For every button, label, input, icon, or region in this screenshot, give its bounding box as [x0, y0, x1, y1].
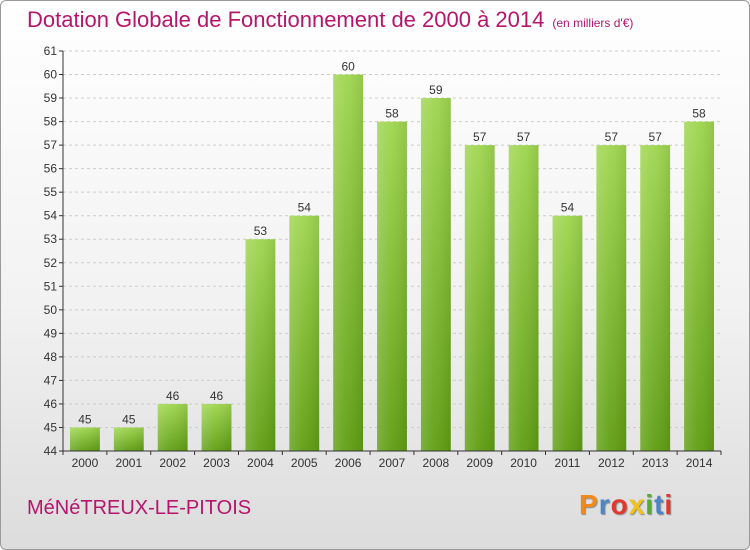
data-label: 45	[78, 412, 92, 426]
logo-letter: o	[610, 489, 629, 520]
x-tick-label: 2002	[159, 456, 186, 470]
commune-name: MéNéTREUX-LE-PITOIS	[27, 497, 252, 519]
bar-shine	[113, 427, 144, 451]
bar-shine	[333, 74, 364, 451]
bar-shine	[464, 145, 495, 451]
data-label: 54	[561, 201, 575, 215]
bar-shine	[201, 403, 232, 451]
bar-shine	[245, 239, 276, 451]
x-tick-label: 2009	[466, 456, 493, 470]
y-tick-label: 52	[44, 256, 58, 270]
data-labels: 45 45 46 46 53 54 60 58 59 57 57 54 57 57 58	[78, 60, 706, 427]
logo-letter: P	[579, 489, 599, 520]
y-tick-label: 44	[44, 444, 58, 458]
data-label: 57	[473, 130, 487, 144]
y-tick-label: 50	[44, 303, 58, 317]
bar-shine	[420, 98, 451, 451]
data-label: 46	[210, 389, 224, 403]
bar-shine	[70, 427, 100, 451]
y-tick-label: 57	[44, 138, 58, 152]
x-tick-label: 2011	[555, 456, 581, 470]
x-tick-label: 2014	[686, 456, 713, 470]
y-tick-label: 46	[44, 397, 58, 411]
bars	[70, 74, 714, 452]
y-tick-label: 51	[44, 279, 58, 293]
chart-subtitle: (en milliers d'€)	[552, 16, 634, 30]
logo-letter: i	[664, 489, 674, 520]
logo-letter: t	[654, 489, 665, 520]
chart-title: Dotation Globale de Fonctionnement de 20…	[27, 7, 633, 33]
logo-letter: i	[645, 489, 655, 520]
y-tick-label: 53	[44, 232, 58, 246]
x-tick-label: 2012	[598, 456, 625, 470]
y-tick-label: 55	[44, 185, 58, 199]
x-axis-ticks: 2000 2001 2002 2003 2004 2005 2006 2007 2008 2009…	[62, 451, 722, 470]
y-tick-label: 60	[44, 68, 58, 82]
bar-shine	[684, 121, 714, 452]
x-tick-label: 2003	[203, 456, 230, 470]
x-tick-label: 2005	[291, 456, 318, 470]
chart-title-text: Dotation Globale de Fonctionnement de 20…	[27, 7, 545, 32]
y-tick-label: 47	[44, 373, 58, 387]
data-label: 45	[122, 412, 136, 426]
y-axis-ticks: 44 45 46 47 48 49 50 51 52 53 54 55 56 57 58 59 60 61	[44, 44, 63, 458]
bar-shine	[508, 145, 539, 451]
bar-shine	[596, 145, 627, 451]
logo-letter: x	[628, 489, 646, 520]
bar-shine	[157, 403, 188, 451]
x-tick-label: 2008	[423, 456, 450, 470]
data-label: 58	[692, 107, 706, 121]
logo-letter: r	[598, 489, 611, 520]
data-label: 57	[517, 130, 531, 144]
bar-shine	[552, 215, 583, 451]
y-tick-label: 49	[44, 326, 58, 340]
data-label: 57	[605, 130, 619, 144]
x-tick-label: 2010	[510, 456, 537, 470]
x-tick-label: 2000	[72, 456, 99, 470]
y-tick-label: 58	[44, 115, 58, 129]
data-label: 54	[298, 201, 312, 215]
data-label: 59	[429, 83, 443, 97]
data-label: 53	[254, 224, 268, 238]
proxiti-logo: Proxiti	[579, 489, 673, 521]
x-tick-label: 2004	[247, 456, 274, 470]
data-label: 57	[649, 130, 663, 144]
bar-shine	[640, 145, 671, 451]
y-tick-label: 61	[44, 44, 58, 58]
x-tick-label: 2007	[379, 456, 406, 470]
x-tick-label: 2006	[335, 456, 362, 470]
bar-shine	[377, 121, 407, 452]
x-tick-label: 2001	[115, 456, 142, 470]
data-label: 58	[385, 107, 399, 121]
y-tick-label: 48	[44, 350, 58, 364]
bar-shine	[289, 215, 320, 451]
data-label: 60	[341, 60, 355, 74]
y-tick-label: 54	[44, 209, 58, 223]
y-tick-label: 59	[44, 91, 58, 105]
x-tick-label: 2013	[642, 456, 669, 470]
y-tick-label: 45	[44, 420, 58, 434]
data-label: 46	[166, 389, 180, 403]
y-tick-label: 56	[44, 162, 58, 176]
